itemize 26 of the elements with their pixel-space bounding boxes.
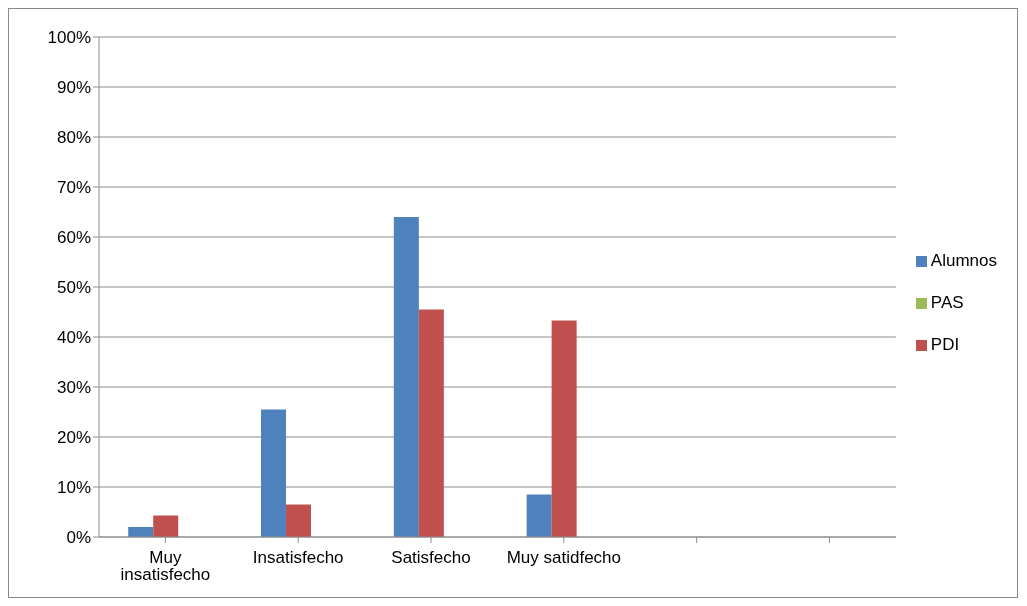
y-tick-label: 70% <box>56 178 91 198</box>
bar <box>551 320 577 537</box>
x-tick-label: Muy satidfecho <box>506 548 622 568</box>
bar <box>128 527 154 537</box>
bar <box>526 494 552 537</box>
y-tick-label: 80% <box>56 128 91 148</box>
bar <box>286 504 312 537</box>
y-tick-label: 20% <box>56 428 91 448</box>
y-tick-label: 30% <box>56 378 91 398</box>
legend-label: PDI <box>930 335 960 354</box>
y-tick-label: 90% <box>56 78 91 98</box>
y-tick-label: 100% <box>47 28 91 48</box>
x-tick-label: Satisfecho <box>391 548 471 568</box>
x-tick-label: Insatisfecho <box>252 548 344 568</box>
bar <box>153 515 179 537</box>
legend-label: Alumnos <box>930 251 997 270</box>
y-tick-label: 40% <box>56 328 91 348</box>
y-tick-label: 10% <box>56 478 91 498</box>
y-tick-label: 50% <box>56 278 91 298</box>
y-tick-label: 60% <box>56 228 91 248</box>
bar <box>261 409 287 537</box>
bar <box>418 309 444 537</box>
x-tick-label: Muy insatisfecho <box>120 548 211 585</box>
bar <box>393 217 419 537</box>
y-tick-label: 0% <box>66 528 91 548</box>
legend-label: PAS <box>930 293 964 312</box>
